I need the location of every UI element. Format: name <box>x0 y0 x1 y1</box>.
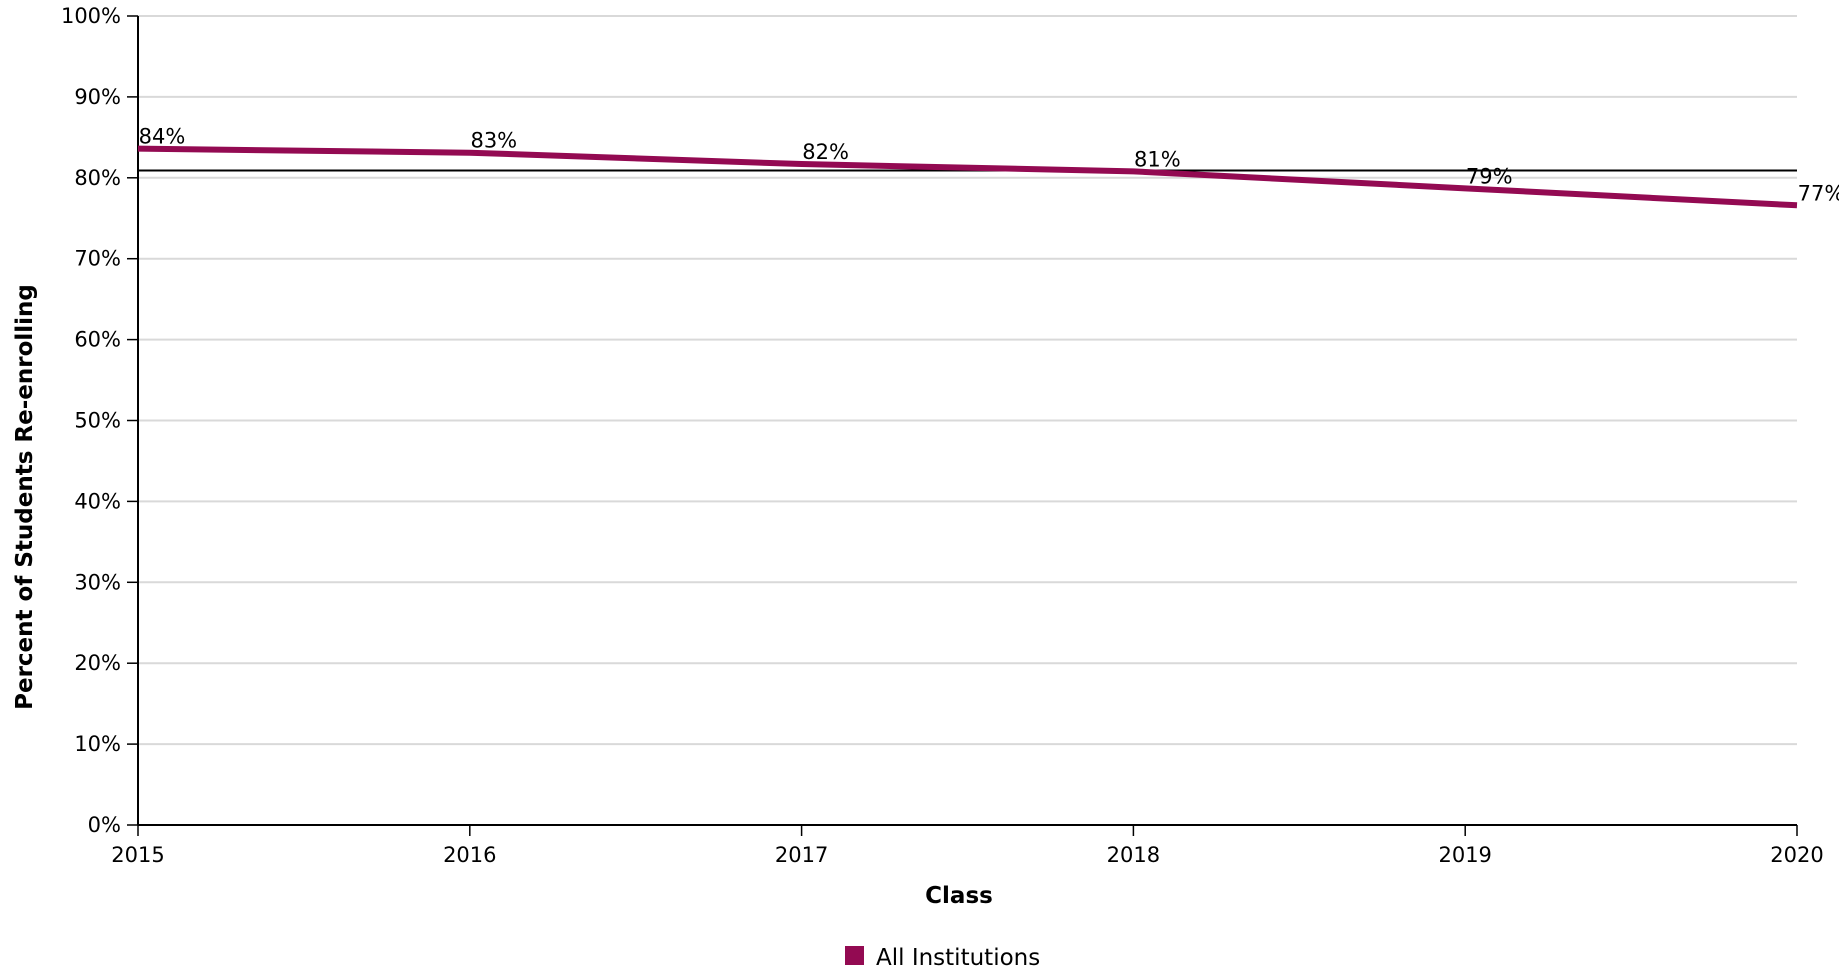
y-tick-label: 20% <box>74 651 121 675</box>
y-tick-label: 90% <box>74 85 121 109</box>
y-tick-label: 70% <box>74 247 121 271</box>
data-label: 79% <box>1466 164 1513 188</box>
y-axis-title: Percent of Students Re-enrolling <box>12 284 38 710</box>
y-axis-ticks: 0% 10% 20% 30% 40% 50% 60% 70% 80% 90% 100% <box>61 4 138 837</box>
data-label: 81% <box>1134 147 1181 171</box>
data-label: 83% <box>470 129 517 153</box>
legend-label: All Institutions <box>876 945 1040 969</box>
y-tick-label: 30% <box>74 570 121 594</box>
y-tick-label: 10% <box>74 732 121 756</box>
data-labels: 84% 83% 82% 81% 79% 77% <box>139 125 1839 206</box>
y-tick-label: 60% <box>74 328 121 352</box>
series-layer <box>137 145 1798 209</box>
x-tick-label: 2016 <box>443 843 496 867</box>
legend: All Institutions <box>845 945 1040 969</box>
y-tick-label: 80% <box>74 166 121 190</box>
gridlines <box>138 15 1797 746</box>
legend-swatch <box>845 946 864 965</box>
y-tick-label: 100% <box>61 4 121 28</box>
x-axis-ticks: 2015 2016 2017 2018 2019 2020 <box>111 825 1824 867</box>
x-tick-label: 2015 <box>111 843 164 867</box>
series-line <box>137 145 1798 209</box>
y-tick-label: 0% <box>88 813 121 837</box>
data-label: 84% <box>139 125 186 149</box>
data-label: 82% <box>802 140 849 164</box>
x-tick-label: 2019 <box>1438 843 1491 867</box>
data-label: 77% <box>1798 181 1839 205</box>
x-axis-title: Class <box>925 883 993 909</box>
x-tick-label: 2017 <box>775 843 828 867</box>
x-tick-label: 2020 <box>1770 843 1823 867</box>
x-tick-label: 2018 <box>1107 843 1160 867</box>
y-tick-label: 40% <box>74 489 121 513</box>
y-tick-label: 50% <box>74 409 121 433</box>
